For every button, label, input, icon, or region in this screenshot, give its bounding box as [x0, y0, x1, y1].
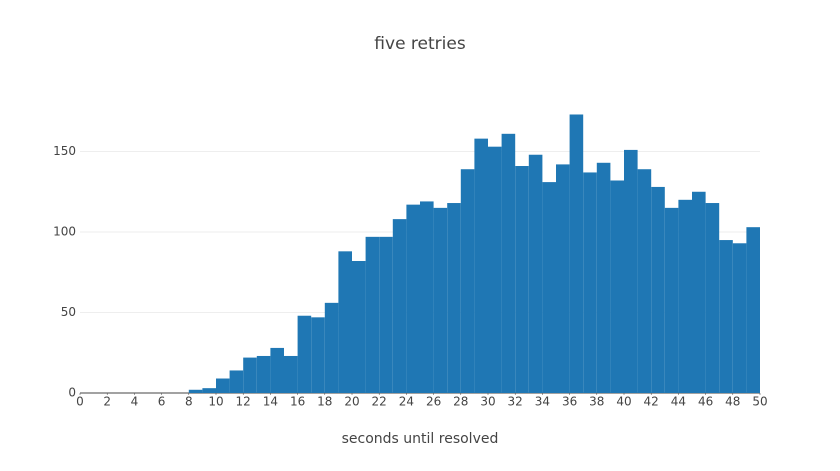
bar — [474, 138, 488, 393]
bar — [692, 191, 706, 393]
bar — [243, 357, 257, 393]
bar — [433, 207, 448, 393]
bar — [678, 199, 692, 393]
bar — [501, 133, 516, 394]
bar — [420, 201, 434, 393]
y-tick-label: 0 — [68, 386, 76, 400]
bar — [651, 186, 665, 393]
bar — [406, 204, 420, 393]
y-tick-label: 150 — [53, 144, 76, 158]
bar — [637, 169, 652, 393]
x-tick-label: 8 — [185, 395, 193, 409]
bar — [719, 240, 733, 393]
bar — [270, 347, 284, 393]
x-tick-label: 40 — [616, 395, 631, 409]
bar — [624, 149, 638, 393]
y-tick-label: 100 — [53, 225, 76, 239]
x-tick-label: 48 — [725, 395, 740, 409]
x-tick-label: 30 — [480, 395, 495, 409]
x-tick-label: 24 — [399, 395, 414, 409]
x-tick-label: 34 — [535, 395, 550, 409]
bar — [596, 162, 611, 393]
x-tick-label: 38 — [589, 395, 604, 409]
bar — [528, 154, 543, 393]
x-tick-label: 46 — [698, 395, 713, 409]
bar — [297, 315, 312, 393]
bar — [583, 172, 597, 393]
bar — [202, 388, 216, 393]
bar — [746, 227, 760, 393]
x-axis-title: seconds until resolved — [342, 431, 499, 447]
bar — [556, 164, 570, 393]
x-tick-label: 18 — [317, 395, 332, 409]
bar — [664, 207, 679, 393]
bar — [284, 355, 298, 393]
x-tick-label: 20 — [344, 395, 359, 409]
x-tick-label: 22 — [372, 395, 387, 409]
chart-title: five retries — [374, 34, 466, 54]
bar — [460, 169, 475, 393]
x-tick-label: 32 — [508, 395, 523, 409]
bar — [488, 146, 502, 393]
bar — [338, 251, 352, 393]
bar — [392, 219, 407, 393]
x-tick-label: 12 — [236, 395, 251, 409]
bar — [188, 389, 203, 393]
x-tick-label: 6 — [158, 395, 166, 409]
x-tick-label: 2 — [103, 395, 111, 409]
bar — [324, 302, 339, 393]
bar — [542, 182, 556, 393]
x-tick-label: 0 — [76, 395, 84, 409]
bar — [732, 243, 747, 393]
x-tick-label: 28 — [453, 395, 468, 409]
bar — [705, 203, 720, 393]
x-tick-label: 36 — [562, 395, 577, 409]
bar — [569, 114, 584, 393]
x-tick-label: 16 — [290, 395, 305, 409]
bar — [216, 378, 230, 393]
bar — [515, 166, 529, 393]
x-tick-label: 4 — [131, 395, 139, 409]
bar — [311, 317, 325, 393]
x-tick-label: 14 — [263, 395, 278, 409]
x-tick-label: 42 — [644, 395, 659, 409]
x-tick-label: 10 — [208, 395, 223, 409]
bar — [447, 203, 461, 393]
y-tick-label: 50 — [61, 305, 76, 319]
bar — [379, 236, 393, 393]
x-tick-label: 50 — [752, 395, 767, 409]
bar — [256, 355, 271, 393]
bar — [610, 180, 624, 393]
bar — [229, 370, 244, 393]
bar — [352, 260, 366, 393]
bar — [365, 236, 380, 393]
x-tick-label: 44 — [671, 395, 686, 409]
x-tick-label: 26 — [426, 395, 441, 409]
